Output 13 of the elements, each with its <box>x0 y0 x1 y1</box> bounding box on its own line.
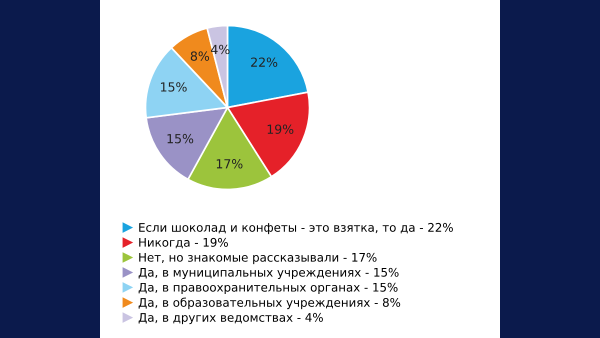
data-label: 8% <box>190 51 210 61</box>
legend-label: Да, в других ведомствах - 4% <box>138 312 323 324</box>
legend-label: Да, в правоохранительных органах - 15% <box>138 282 398 294</box>
data-label: 15% <box>168 134 194 144</box>
data-label: 15% <box>160 82 187 92</box>
legend-label: Если шоколад и конфеты - это взятка, то да - 22% <box>139 222 453 234</box>
data-label: 22% <box>251 57 278 67</box>
data-label: 19% <box>268 124 294 134</box>
legend-label: Никогда - 19% <box>139 238 228 248</box>
legend-label: Да, в образовательных учреждениях - 8% <box>138 298 400 310</box>
legend-label: Нет, но знакомые рассказывали - 17% <box>139 252 377 264</box>
data-label: 17% <box>216 159 243 168</box>
legend-label: Да, в муниципальных учреждениях - 15% <box>138 268 399 280</box>
